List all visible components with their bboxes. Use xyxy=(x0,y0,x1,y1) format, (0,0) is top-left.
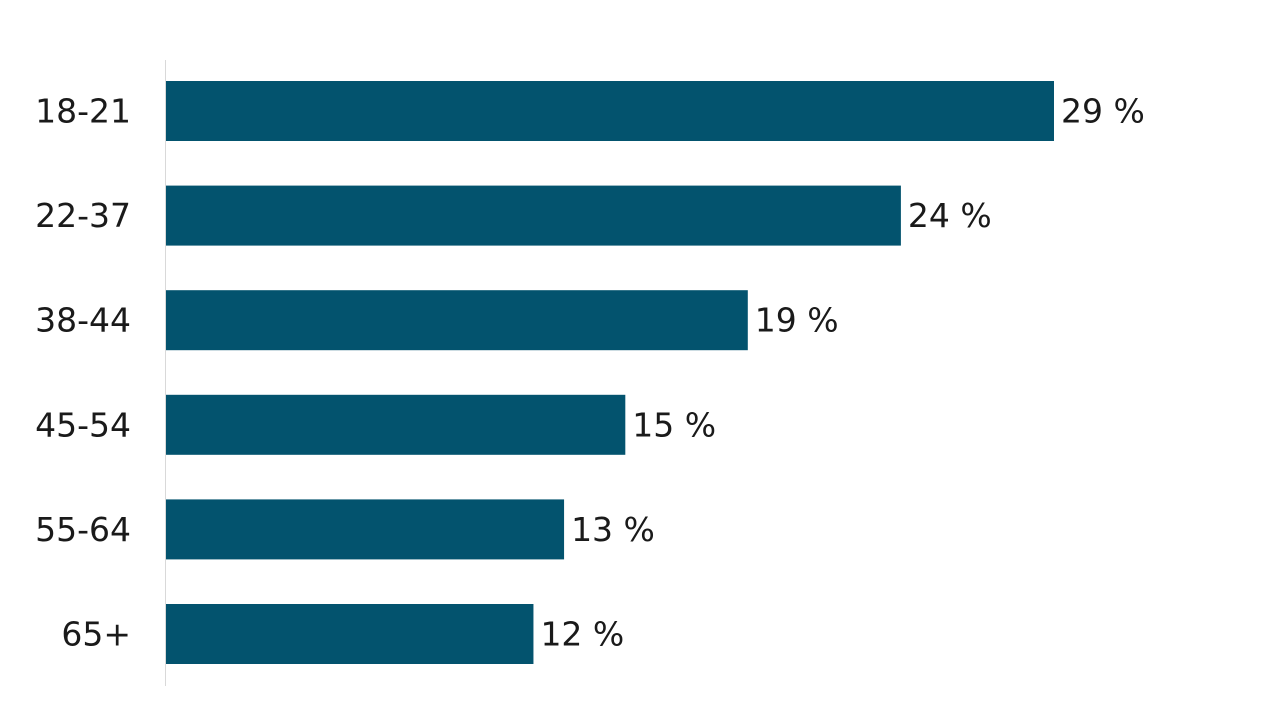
bar-45-54 xyxy=(166,394,626,455)
bar-18-21 xyxy=(166,81,1054,141)
value-label: 19 % xyxy=(755,301,839,340)
category-label: 38-44 xyxy=(35,301,131,340)
value-labels-group: 29 % 24 % 19 % 15 % 13 % 12 % xyxy=(540,92,1144,654)
category-label: 22-37 xyxy=(35,196,131,235)
category-labels-group: 18-21 22-37 38-44 45-54 55-64 65+ xyxy=(35,92,131,654)
bar-65+ xyxy=(166,604,534,664)
category-label: 65+ xyxy=(61,615,131,654)
value-label: 13 % xyxy=(571,510,655,549)
value-label: 12 % xyxy=(540,615,624,654)
bar-55-64 xyxy=(166,499,565,560)
value-label: 24 % xyxy=(908,196,992,235)
value-label: 15 % xyxy=(632,405,716,444)
value-label: 29 % xyxy=(1061,92,1145,131)
category-label: 55-64 xyxy=(35,510,131,549)
bar-22-37 xyxy=(166,185,901,246)
bars-group xyxy=(166,81,1054,664)
bar-38-44 xyxy=(166,290,748,351)
category-label: 45-54 xyxy=(35,405,131,444)
category-label: 18-21 xyxy=(35,92,131,131)
